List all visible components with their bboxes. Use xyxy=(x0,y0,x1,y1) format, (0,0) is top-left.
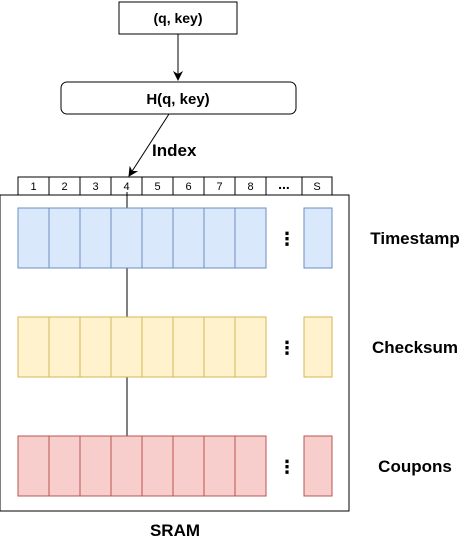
sram-rows: ⋮ Timestamp ⋮ Checksum ⋮ Coupons xyxy=(17,207,460,497)
row-cell xyxy=(48,207,81,269)
row-cell xyxy=(48,316,81,378)
row-cell xyxy=(17,207,50,269)
row-cell xyxy=(234,316,267,378)
row-cell xyxy=(79,316,112,378)
index-cell-label: 4 xyxy=(123,181,129,193)
input-box-label: (q, key) xyxy=(153,10,202,26)
hash-to-index-arrow xyxy=(128,113,170,177)
row-cell xyxy=(17,316,50,378)
row-last-cell xyxy=(303,207,333,269)
row-cell xyxy=(110,435,143,497)
row-cell xyxy=(172,435,205,497)
hash-function-box xyxy=(60,81,297,115)
row-label: Checksum xyxy=(372,338,458,357)
row-cell xyxy=(48,435,81,497)
row-checksum: ⋮ Checksum xyxy=(17,316,458,378)
row-cell xyxy=(172,316,205,378)
row-cell xyxy=(79,435,112,497)
row-ellipsis: ⋮ xyxy=(278,457,296,477)
input-box xyxy=(118,1,238,35)
row-ellipsis: ⋮ xyxy=(278,338,296,358)
row-cell xyxy=(110,207,143,269)
index-cell-label: 3 xyxy=(92,181,98,193)
row-timestamp: ⋮ Timestamp xyxy=(17,207,460,269)
index-ellipsis-label: ... xyxy=(278,176,290,192)
row-label: Coupons xyxy=(378,457,452,476)
row-cell xyxy=(17,435,50,497)
row-cell xyxy=(203,316,236,378)
row-cell xyxy=(234,435,267,497)
row-coupons: ⋮ Coupons xyxy=(17,435,452,497)
row-cell xyxy=(203,435,236,497)
index-cell-label: 5 xyxy=(154,181,160,193)
row-cell xyxy=(141,435,174,497)
index-cell-label: 1 xyxy=(30,181,36,193)
index-label: Index xyxy=(152,141,197,160)
row-label: Timestamp xyxy=(370,229,459,248)
row-cell xyxy=(79,207,112,269)
row-cell xyxy=(110,316,143,378)
row-cell xyxy=(172,207,205,269)
index-cell-label: 6 xyxy=(185,181,191,193)
hash-function-label: H(q, key) xyxy=(146,91,209,108)
index-header: 1 2 3 4 5 6 7 8... S xyxy=(17,176,333,196)
row-cell xyxy=(141,207,174,269)
index-cell-last-label: S xyxy=(313,181,320,193)
row-ellipsis: ⋮ xyxy=(278,229,296,249)
index-cell-label: 2 xyxy=(61,181,67,193)
row-cell xyxy=(141,316,174,378)
row-cell xyxy=(203,207,236,269)
row-cell xyxy=(234,207,267,269)
index-cell-label: 8 xyxy=(247,181,253,193)
row-last-cell xyxy=(303,435,333,497)
index-cell-label: 7 xyxy=(216,181,222,193)
sram-label: SRAM xyxy=(150,521,200,540)
row-last-cell xyxy=(303,316,333,378)
